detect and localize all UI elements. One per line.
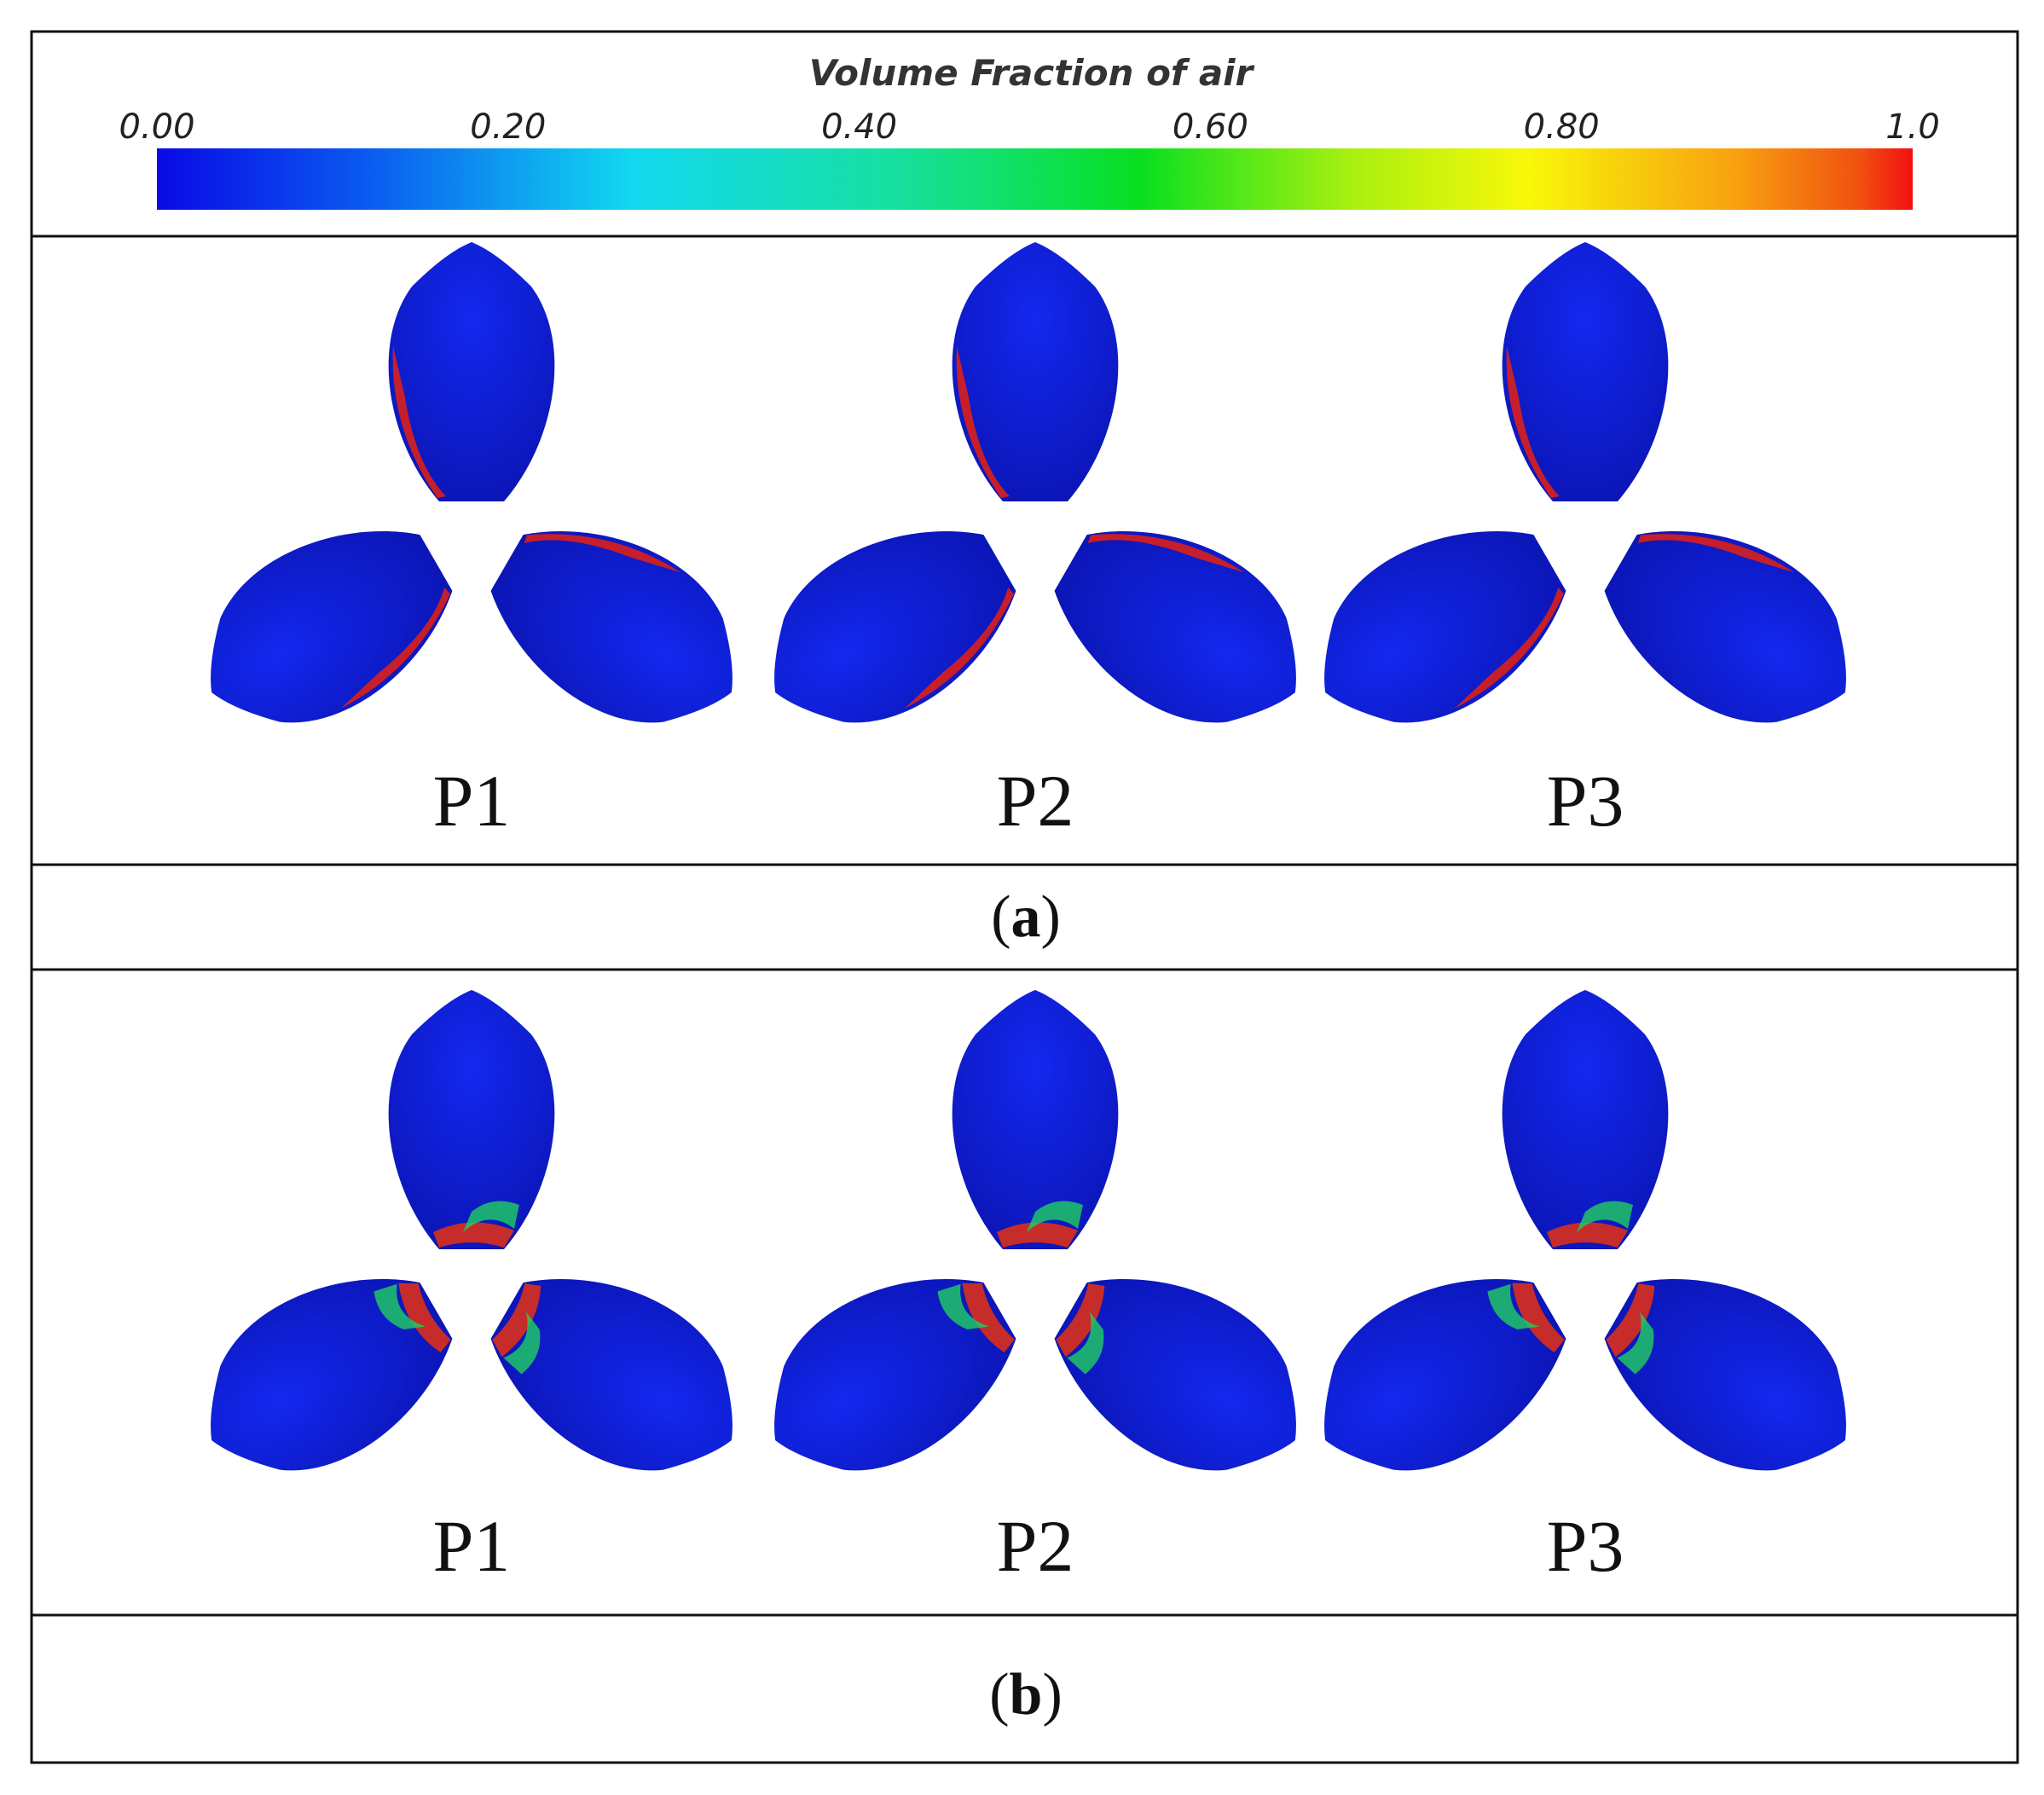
blade-surface <box>952 990 1119 1249</box>
air-fraction-patch <box>1512 1283 1565 1352</box>
blade <box>388 990 555 1249</box>
air-fraction-patch <box>373 1283 426 1329</box>
blade <box>1578 1238 1887 1513</box>
blade <box>465 1238 773 1513</box>
colorbar-tick-label: 0.40 <box>821 107 897 147</box>
caption-paren: ( <box>991 884 1010 950</box>
blade-surface <box>170 490 478 765</box>
air-fraction-streak <box>1637 534 1795 573</box>
air-fraction-patch <box>1577 1201 1633 1232</box>
blade <box>1283 490 1592 765</box>
propeller-label: P2 <box>997 760 1074 842</box>
blade-surface <box>170 1238 478 1513</box>
air-fraction-streak <box>524 534 681 573</box>
air-fraction-patch <box>1606 1283 1655 1358</box>
air-fraction-patch <box>463 1201 519 1232</box>
propeller <box>170 990 773 1513</box>
air-fraction-patch <box>962 1283 1015 1352</box>
air-fraction-streak <box>392 346 446 498</box>
panels: P1 P2 P3(a)P1 P2 P3(b) <box>170 242 1887 1728</box>
propeller <box>1283 242 1887 765</box>
propeller-label: P1 <box>433 760 511 842</box>
blade <box>1028 1238 1337 1513</box>
air-fraction-patch <box>433 1222 514 1248</box>
blade-surface <box>465 1238 773 1513</box>
blade <box>1502 242 1669 501</box>
blade <box>1578 490 1887 765</box>
blade <box>733 490 1042 765</box>
panel-caption: (a) <box>991 884 1061 950</box>
caption-label: b <box>1010 1662 1043 1728</box>
blade <box>733 1238 1042 1513</box>
blade-surface <box>1578 1238 1887 1513</box>
panel-caption: (b) <box>989 1662 1063 1728</box>
propeller-label: P1 <box>433 1505 511 1587</box>
blade-surface <box>388 242 555 501</box>
blade <box>465 490 773 765</box>
blade <box>170 1238 478 1513</box>
colorbar-tick-label: 1.0 <box>1885 107 1940 147</box>
outer-frame <box>30 30 2019 1764</box>
blade-surface <box>1502 242 1669 501</box>
blade-surface <box>733 490 1042 765</box>
colorbar-tick-label: 0.20 <box>470 107 546 147</box>
colorbar-tick-label: 0.80 <box>1524 107 1600 147</box>
caption-paren: ( <box>989 1662 1009 1728</box>
blade <box>1283 1238 1592 1513</box>
air-fraction-patch <box>1487 1283 1540 1329</box>
blade <box>952 242 1119 501</box>
caption-label: a <box>1011 884 1041 950</box>
blade-surface <box>1028 490 1337 765</box>
propeller-label: P3 <box>1547 760 1624 842</box>
blade-surface <box>1578 490 1887 765</box>
air-fraction-patch <box>1617 1312 1654 1375</box>
blade-surface <box>465 490 773 765</box>
air-fraction-patch <box>398 1283 451 1352</box>
air-fraction-patch <box>503 1312 541 1375</box>
air-fraction-patch <box>997 1222 1078 1248</box>
blade-surface <box>1283 1238 1592 1513</box>
caption-paren: ) <box>1042 1662 1062 1728</box>
blade-surface <box>952 242 1119 501</box>
air-fraction-streak <box>1087 534 1245 573</box>
blade <box>952 990 1119 1249</box>
colorbar-tick-label: 0.60 <box>1173 107 1248 147</box>
propeller <box>170 242 773 765</box>
air-fraction-patch <box>1067 1312 1104 1375</box>
air-fraction-patch <box>937 1283 990 1329</box>
caption-paren: ) <box>1041 884 1061 950</box>
air-fraction-patch <box>1056 1283 1105 1358</box>
blade-surface <box>1502 990 1669 1249</box>
air-fraction-streak <box>956 346 1010 498</box>
propeller <box>733 990 1337 1513</box>
air-fraction-patch <box>492 1283 541 1358</box>
propeller-label: P3 <box>1547 1505 1624 1587</box>
colorbar <box>157 148 1913 210</box>
propeller-label: P2 <box>997 1505 1074 1587</box>
blade <box>388 242 555 501</box>
colorbar-title: Volume Fraction of air <box>809 52 1255 94</box>
blade-surface <box>1283 490 1592 765</box>
air-fraction-patch <box>1027 1201 1083 1232</box>
air-fraction-patch <box>1547 1222 1628 1248</box>
air-fraction-streak <box>1506 346 1560 498</box>
blade-surface <box>1028 1238 1337 1513</box>
blade-surface <box>388 990 555 1249</box>
propeller <box>1283 990 1887 1513</box>
propeller <box>733 242 1337 765</box>
blade <box>170 490 478 765</box>
blade <box>1028 490 1337 765</box>
blade <box>1502 990 1669 1249</box>
blade-surface <box>733 1238 1042 1513</box>
colorbar-tick-label: 0.00 <box>119 107 194 147</box>
